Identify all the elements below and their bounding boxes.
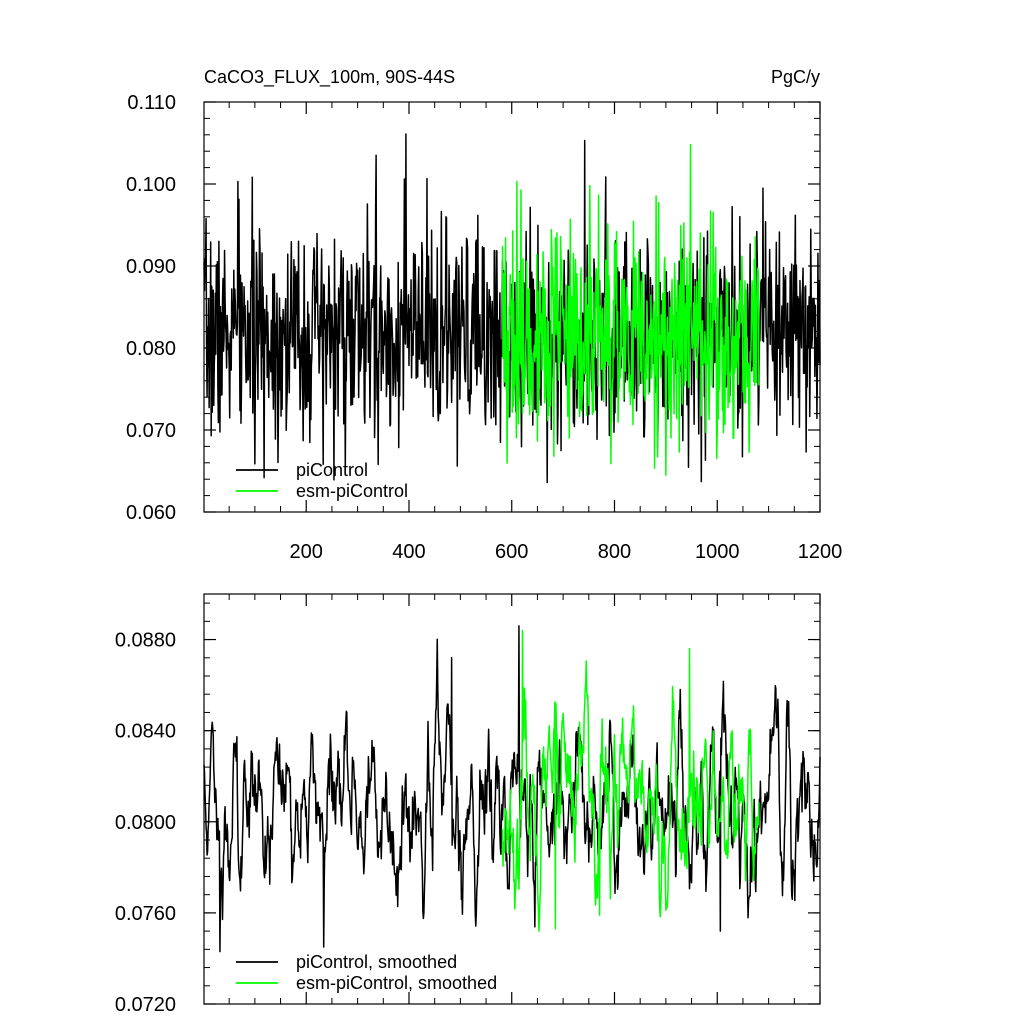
axes: 0.0720 0.0760 0.0800 0.0840 0.0880 [115,593,821,1016]
y-tick-label: 0.080 [126,338,176,360]
x-tick-label: 400 [392,541,425,563]
legend-label-0: piControl, smoothed [296,952,457,972]
x-tick-label: 1200 [798,541,843,563]
y-tick-label: 0.110 [127,92,176,114]
chart-title: CaCO3_FLUX_100m, 90S-44S [204,67,455,88]
y-tick-label: 0.060 [126,502,176,524]
series-line-1 [501,143,760,476]
axes: 0.060 0.070 0.080 0.090 0.100 0.110 200 400 600 8… [126,92,842,563]
y-tick-label: 0.090 [126,256,176,278]
y-tick-label: 0.0880 [115,630,176,652]
y-tick-label: 0.0760 [115,903,176,925]
x-tick-label: 200 [290,541,323,563]
x-tick-label: 600 [495,541,528,563]
y-tick-label: 0.070 [126,420,176,442]
series-line-0 [203,625,821,953]
y-tick-label: 0.0800 [115,812,176,834]
top-panel: CaCO3_FLUX_100m, 90S-44S PgC/y 0.060 0.07… [126,67,842,563]
legend-label-0: piControl [296,460,368,480]
legend-label-1: esm-piControl, smoothed [296,973,497,993]
legend-label-1: esm-piControl [296,481,408,501]
series-lines [203,133,821,484]
y-tick-label: 0.100 [126,174,176,196]
bottom-panel: 0.0720 0.0760 0.0800 0.0840 0.0880 piControl… [115,593,821,1016]
y-tick-label: 0.0840 [115,721,176,743]
y-tick-label: 0.0720 [115,994,176,1016]
series-line-1 [501,629,760,932]
series-lines [203,625,821,953]
x-tick-label: 800 [598,541,631,563]
plot-frame [203,593,821,1005]
units-label: PgC/y [771,67,820,87]
x-tick-label: 1000 [695,541,740,563]
